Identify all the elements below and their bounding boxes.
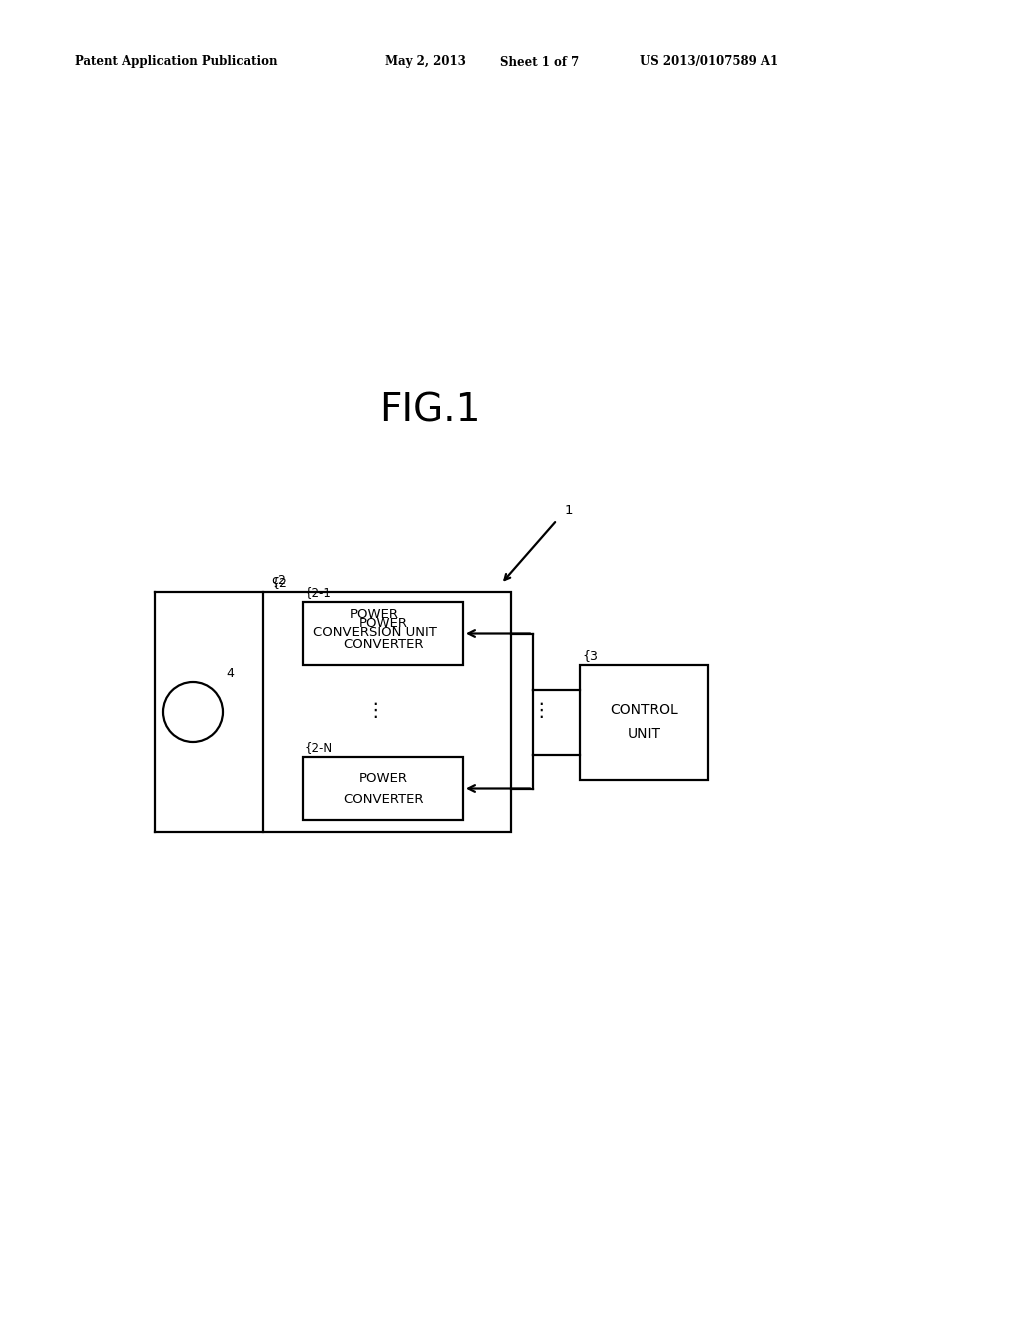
Text: {2-1: {2-1 <box>305 586 332 599</box>
Text: CONTROL: CONTROL <box>610 704 678 718</box>
Text: ç2: ç2 <box>271 574 286 587</box>
Text: {3: {3 <box>582 649 598 663</box>
Text: CONVERSION UNIT: CONVERSION UNIT <box>312 626 436 639</box>
Text: {2: {2 <box>271 576 287 589</box>
Text: CONVERTER: CONVERTER <box>343 638 423 651</box>
Text: US 2013/0107589 A1: US 2013/0107589 A1 <box>640 55 778 69</box>
Bar <box>263 591 511 832</box>
Text: Patent Application Publication: Patent Application Publication <box>75 55 278 69</box>
Bar <box>580 665 708 780</box>
Text: CONVERTER: CONVERTER <box>343 793 423 807</box>
Text: Sheet 1 of 7: Sheet 1 of 7 <box>500 55 580 69</box>
Text: May 2, 2013: May 2, 2013 <box>385 55 466 69</box>
Text: {2-N: {2-N <box>305 741 333 754</box>
Text: POWER: POWER <box>358 616 408 630</box>
Text: FIG.1: FIG.1 <box>379 391 480 429</box>
Text: ⋮: ⋮ <box>531 701 551 721</box>
Text: ⋮: ⋮ <box>365 701 384 721</box>
Bar <box>303 602 463 665</box>
Text: POWER: POWER <box>358 772 408 785</box>
Bar <box>303 756 463 820</box>
Text: POWER: POWER <box>350 607 399 620</box>
Text: 1: 1 <box>565 503 573 516</box>
Text: 4: 4 <box>226 667 233 680</box>
Text: UNIT: UNIT <box>628 727 660 742</box>
